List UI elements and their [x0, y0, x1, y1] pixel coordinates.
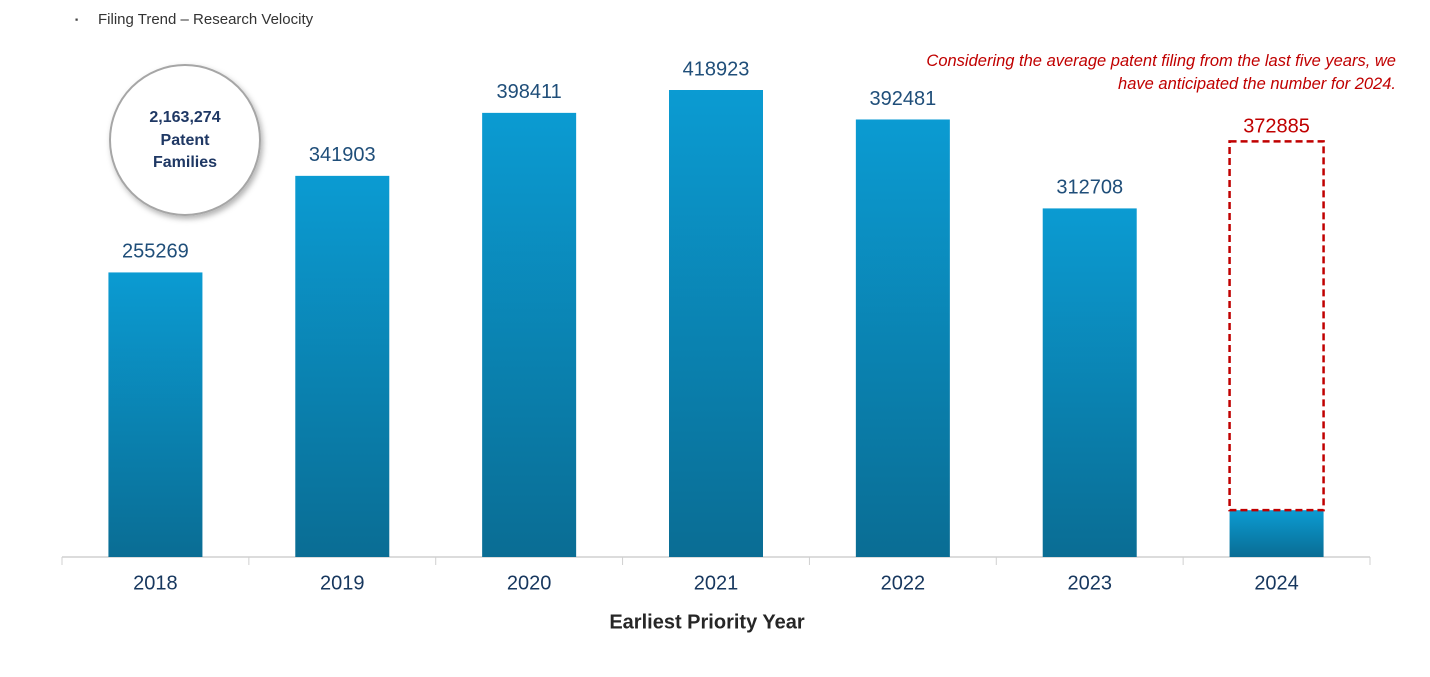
projection-bar [1228, 140, 1325, 512]
value-label: 341903 [309, 144, 376, 166]
x-tick-label: 2021 [694, 572, 739, 594]
annotation: Considering the average patent filing fr… [926, 52, 1396, 93]
bar [1042, 208, 1137, 557]
x-tick-label: 2018 [133, 572, 178, 594]
bullet: ▪ [75, 14, 78, 24]
bar [855, 119, 950, 557]
badge [109, 64, 261, 216]
value-label: 255269 [122, 241, 189, 263]
projection-label: 372885 [1243, 116, 1310, 138]
x-tick-label: 2019 [320, 572, 365, 594]
bar [482, 112, 577, 558]
x-tick-label: 2020 [507, 572, 552, 594]
value-label: 312708 [1056, 177, 1123, 199]
bar [108, 272, 203, 557]
value-label: 418923 [683, 58, 750, 80]
chart-title: Filing Trend – Research Velocity [98, 11, 314, 28]
x-tick-label: 2024 [1254, 572, 1299, 594]
x-tick-label: 2022 [881, 572, 926, 594]
bar [295, 175, 390, 557]
badge-line: 2,163,274 [149, 109, 220, 126]
bar [1229, 510, 1324, 557]
badge-line: Families [153, 154, 217, 171]
bar [669, 90, 763, 557]
value-label: 392481 [869, 88, 936, 110]
value-label: 398411 [497, 81, 562, 103]
x-tick-label: 2023 [1067, 572, 1112, 594]
badge-line: Patent [161, 132, 211, 149]
x-axis-title: Earliest Priority Year [609, 611, 805, 633]
